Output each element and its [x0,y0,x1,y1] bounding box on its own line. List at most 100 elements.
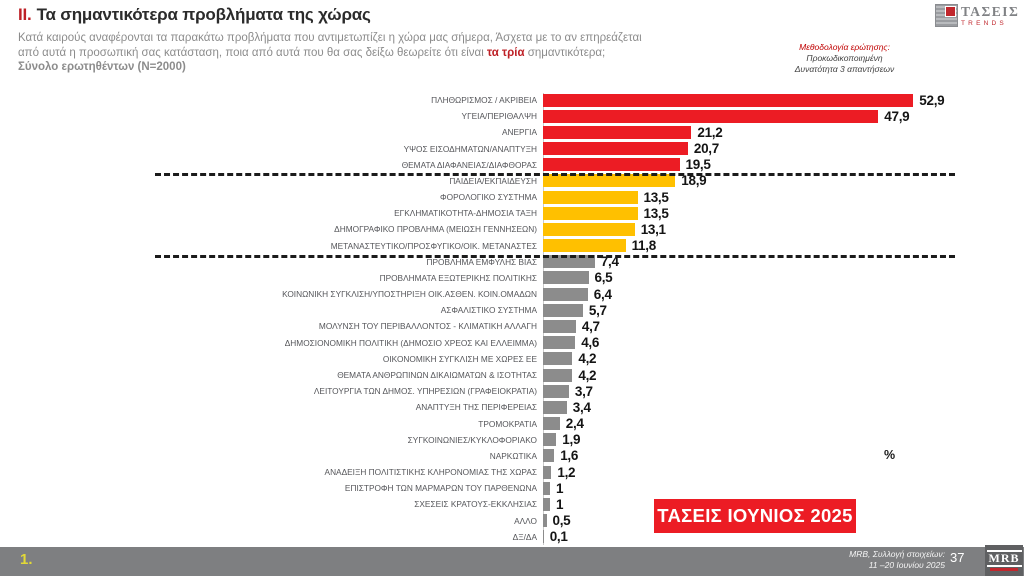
subtitle-highlight: τα τρία [486,47,525,59]
bar-label: ΥΨΟΣ ΕΙΣΟΔΗΜΑΤΩΝ/ΑΝΑΠΤΥΞΗ [403,143,537,154]
chart-row: ΠΡΟΒΛΗΜΑ ΕΜΦΥΛΗΣ ΒΙΑΣ 7,4 [150,254,1010,270]
bar-value: 4,2 [578,351,597,367]
bar-label: ΜΟΛΥΝΣΗ ΤΟΥ ΠΕΡΙΒΑΛΛΟΝΤΟΣ - ΚΛΙΜΑΤΙΚΗ ΑΛ… [318,321,537,332]
section-number: II. [18,5,32,24]
chart-row: ΑΝΕΡΓΙΑ 21,2 [150,124,1010,140]
bar-label: ΚΟΙΝΩΝΙΚΗ ΣΥΓΚΛΙΣΗ/ΥΠΟΣΤΗΡΙΞΗ ΟΙΚ.ΑΣΘΕΝ.… [282,289,537,300]
bar-label: ΑΝΑΠΤΥΞΗ ΤΗΣ ΠΕΡΙΦΕΡΕΙΑΣ [415,402,537,413]
chart-row: ΑΛΛΟ 0,5 [150,512,1010,528]
bar-value: 0,1 [549,529,568,545]
bar [543,206,638,220]
bar-chart: ΠΛΗΘΩΡΙΣΜΟΣ / ΑΚΡΙΒΕΙΑ 52,9 ΥΓΕΙΑ/ΠΕΡΙΘΑΛΨ… [150,92,1010,545]
bar [543,481,550,495]
bar [543,190,638,204]
bar [543,142,688,156]
chart-row: ΑΝΑΔΕΙΞΗ ΠΟΛΙΤΙΣΤΙΚΗΣ ΚΛΗΡΟΝΟΜΙΑΣ ΤΗΣ ΧΩ… [150,464,1010,480]
bar-value: 13,5 [643,189,669,205]
bar-label: ΑΝΕΡΓΙΑ [501,127,537,138]
footer-bar [0,547,1024,576]
bar [543,465,552,479]
question-text: Κατά καιρούς αναφέρονται τα παρακάτω προ… [18,31,818,61]
bar [543,319,576,333]
tasis-logo-name: ΤΑΣΕΙΣ [961,4,1020,19]
chart-row: ΠΑΙΔΕΙΑ/ΕΚΠΑΙΔΕΥΣΗ 18,9 [150,173,1010,189]
bar [543,530,544,544]
bar-value: 1,2 [557,464,576,480]
bar [543,255,595,269]
unit-label: % [884,448,896,462]
bar [543,93,914,107]
bar [543,239,626,253]
bar [543,303,583,317]
chart-row: ΜΕΤΑΝΑΣΤΕΥΤΙΚΟ/ΠΡΟΣΦΥΓΙΚΟ/ΟΙΚ. ΜΕΤΑΝΑΣΤΕ… [150,238,1010,254]
tasis-logo-sub: TRENDS [961,20,1007,27]
bar [543,158,680,172]
bar-value: 1,6 [560,448,579,464]
bar [543,287,588,301]
bar-value: 2,4 [565,416,584,432]
bar-value: 4,7 [581,318,600,334]
tasis-logo: ΤΑΣΕΙΣ TRENDS [935,4,1020,28]
bar-label: ΔΗΜΟΓΡΑΦΙΚΟ ΠΡΟΒΛΗΜΑ (ΜΕΙΩΣΗ ΓΕΝΝΗΣΕΩΝ) [334,224,537,235]
bar-value: 1 [556,496,564,512]
bar-value: 5,7 [588,302,607,318]
bar-label: ΟΙΚΟΝΟΜΙΚΗ ΣΥΓΚΛΙΣΗ ΜΕ ΧΩΡΕΣ ΕΕ [382,353,537,364]
footer-source: MRB, Συλλογή στοιχείων: 11 –20 Ιουνίου 2… [790,549,945,571]
bar-value: 18,9 [681,173,707,189]
chart-row: ΘΕΜΑΤΑ ΑΝΘΡΩΠΙΝΩΝ ΔΙΚΑΙΩΜΑΤΩΝ & ΙΣΟΤΗΤΑΣ… [150,367,1010,383]
subtitle-line2-pre: από αυτά η προσωπική σας κατάσταση, ποια… [18,47,487,59]
bar-label: ΦΟΡΟΛΟΓΙΚΟ ΣΥΣΤΗΜΑ [440,192,537,203]
chart-axis-line [543,93,544,545]
chart-row: ΛΕΙΤΟΥΡΓΙΑ ΤΩΝ ΔΗΜΟΣ. ΥΠΗΡΕΣΙΩΝ (ΓΡΑΦΕΙΟ… [150,383,1010,399]
mrb-logo-text: MRB [986,550,1022,567]
bar-value: 11,8 [631,238,657,254]
bar [543,125,692,139]
bar-label: ΘΕΜΑΤΑ ΑΝΘΡΩΠΙΝΩΝ ΔΙΚΑΙΩΜΑΤΩΝ & ΙΣΟΤΗΤΑΣ [337,370,537,380]
bar-label: ΜΕΤΑΝΑΣΤΕΥΤΙΚΟ/ΠΡΟΣΦΥΓΙΚΟ/ΟΙΚ. ΜΕΤΑΝΑΣΤΕ… [330,240,537,251]
chart-row: ΠΡΟΒΛΗΜΑΤΑ ΕΞΩΤΕΡΙΚΗΣ ΠΟΛΙΤΙΚΗΣ 6,5 [150,270,1010,286]
mrb-logo-rule [990,568,1018,571]
bar-label: ΕΓΚΛΗΜΑΤΙΚΟΤΗΤΑ-ΔΗΜΟΣΙΑ ΤΑΞΗ [394,208,537,219]
chart-row: ΑΝΑΠΤΥΞΗ ΤΗΣ ΠΕΡΙΦΕΡΕΙΑΣ 3,4 [150,399,1010,415]
footer-source-line2: 11 –20 Ιουνίου 2025 [868,560,945,570]
chart-row: ΝΑΡΚΩΤΙΚΑ 1,6 [150,448,1010,464]
bar-value: 1,9 [562,432,581,448]
bar-value: 4,6 [581,335,600,351]
bar-value: 0,5 [552,513,571,529]
bar-value: 3,7 [574,383,593,399]
bar-value: 52,9 [919,92,945,108]
chart-row: ΠΛΗΘΩΡΙΣΜΟΣ / ΑΚΡΙΒΕΙΑ 52,9 [150,92,1010,108]
chart-row: ΥΓΕΙΑ/ΠΕΡΙΘΑΛΨΗ 47,9 [150,108,1010,124]
bar-label: ΑΣΦΑΛΙΣΤΙΚΟ ΣΥΣΤΗΜΑ [440,305,537,316]
methodology-line2: Δυνατότητα 3 απαντήσεων [794,64,895,74]
separator-dashed-bottom [155,255,955,258]
bar-label: ΥΓΕΙΑ/ΠΕΡΙΘΑΛΨΗ [461,111,537,122]
chart-row: ΔΞ/ΔΑ 0,1 [150,529,1010,545]
page-title: II. Τα σημαντικότερα προβλήματα της χώρας [18,5,371,25]
bar-value: 3,4 [572,399,591,415]
tasis-logo-icon [935,4,958,27]
bar-label: ΠΑΙΔΕΙΑ/ΕΚΠΑΙΔΕΥΣΗ [449,175,537,186]
chart-row: ΕΓΚΛΗΜΑΤΙΚΟΤΗΤΑ-ΔΗΜΟΣΙΑ ΤΑΞΗ 13,5 [150,205,1010,221]
bar [543,271,589,285]
bar-label: ΕΠΙΣΤΡΟΦΗ ΤΩΝ ΜΑΡΜΑΡΩΝ ΤΟΥ ΠΑΡΘΕΝΩΝΑ [344,483,537,494]
bar-label: ΔΗΜΟΣΙΟΝΟΜΙΚΗ ΠΟΛΙΤΙΚΗ (ΔΗΜΟΣΙΟ ΧΡΕΟΣ ΚΑ… [284,337,537,348]
bar-label: ΤΡΟΜΟΚΡΑΤΙΑ [478,418,537,429]
page-number: 37 [950,550,965,565]
bar [543,368,573,382]
bar [543,222,635,236]
bar [543,497,550,511]
chart-row: ΣΥΓΚΟΙΝΩΝΙΕΣ/ΚΥΚΛΟΦΟΡΙΑΚΟ 1,9 [150,432,1010,448]
chart-row: ΥΨΟΣ ΕΙΣΟΔΗΜΑΤΩΝ/ΑΝΑΠΤΥΞΗ 20,7 [150,141,1010,157]
chart-row: ΟΙΚΟΝΟΜΙΚΗ ΣΥΓΚΛΙΣΗ ΜΕ ΧΩΡΕΣ ΕΕ 4,2 [150,351,1010,367]
footer-source-line1: MRB, Συλλογή στοιχείων: [849,549,945,559]
chart-row: ΔΗΜΟΓΡΑΦΙΚΟ ΠΡΟΒΛΗΜΑ (ΜΕΙΩΣΗ ΓΕΝΝΗΣΕΩΝ) 1… [150,221,1010,237]
bar-label: ΛΕΙΤΟΥΡΓΙΑ ΤΩΝ ΔΗΜΟΣ. ΥΠΗΡΕΣΙΩΝ (ΓΡΑΦΕΙΟ… [313,386,537,397]
chart-row: ΣΧΕΣΕΙΣ ΚΡΑΤΟΥΣ-ΕΚΚΛΗΣΙΑΣ 1 [150,496,1010,512]
chart-row: ΜΟΛΥΝΣΗ ΤΟΥ ΠΕΡΙΒΑΛΛΟΝΤΟΣ - ΚΛΙΜΑΤΙΚΗ ΑΛ… [150,318,1010,334]
bar-label: ΔΞ/ΔΑ [512,531,537,542]
bar-label: ΠΡΟΒΛΗΜΑ ΕΜΦΥΛΗΣ ΒΙΑΣ [426,256,537,267]
bar-label: ΑΛΛΟ [514,515,537,526]
bar [543,514,547,528]
